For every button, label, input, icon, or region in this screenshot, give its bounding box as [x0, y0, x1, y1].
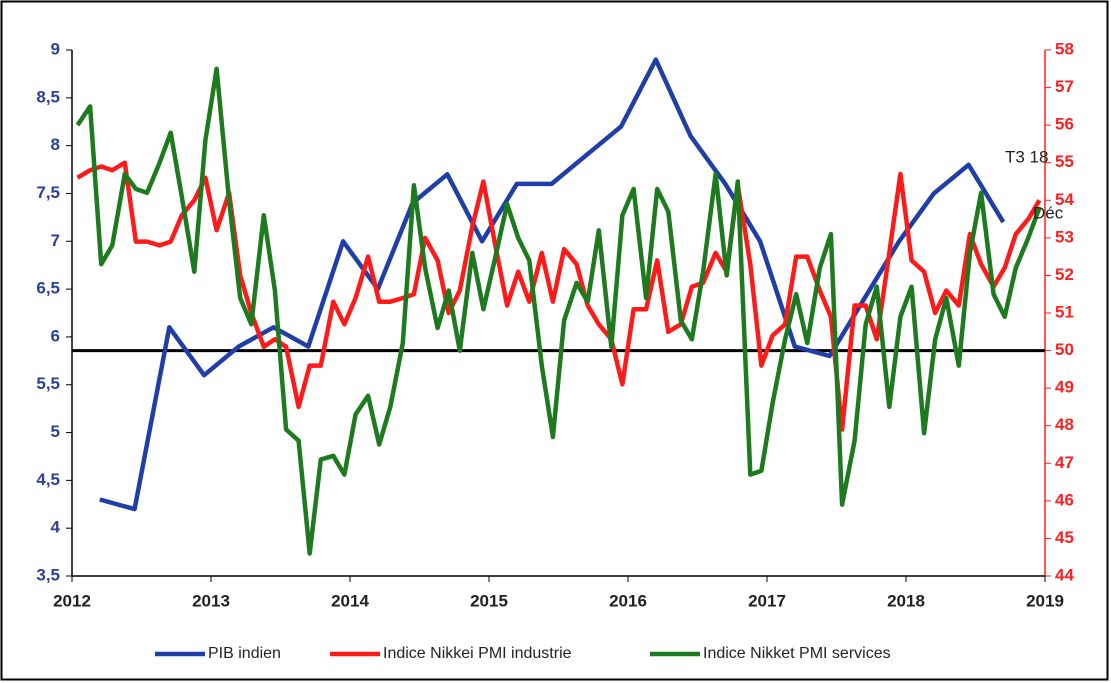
y2-tick-label: 55 [1055, 152, 1074, 171]
y-tick-label: 8 [51, 135, 60, 154]
y2-tick-label: 47 [1055, 453, 1074, 472]
y-tick-label: 8,5 [36, 87, 60, 106]
y2-tick-label: 48 [1055, 415, 1074, 434]
y2-tick-label: 50 [1055, 340, 1074, 359]
annotation: T3 18 [1005, 147, 1048, 166]
x-tick-label: 2013 [192, 591, 230, 610]
x-tick-label: 2015 [470, 591, 508, 610]
annotation: Déc [1033, 203, 1064, 222]
y-tick-label: 6,5 [36, 279, 60, 298]
x-tick-label: 2019 [1026, 591, 1064, 610]
legend-label: PIB indien [208, 645, 281, 662]
y2-tick-label: 52 [1055, 265, 1074, 284]
y-tick-label: 5 [51, 422, 60, 441]
x-tick-label: 2016 [609, 591, 647, 610]
y-tick-label: 6 [51, 326, 60, 345]
y2-tick-label: 44 [1055, 565, 1074, 584]
y2-tick-label: 56 [1055, 115, 1074, 134]
x-tick-label: 2018 [887, 591, 925, 610]
y2-tick-label: 45 [1055, 528, 1074, 547]
legend-label: Indice Nikkei PMI industrie [383, 645, 572, 662]
y2-tick-label: 49 [1055, 378, 1074, 397]
y2-tick-label: 53 [1055, 227, 1074, 246]
x-tick-label: 2012 [53, 591, 91, 610]
x-tick-label: 2017 [748, 591, 786, 610]
y-tick-label: 7,5 [36, 183, 60, 202]
y-tick-label: 7 [51, 231, 60, 250]
y2-tick-label: 54 [1055, 190, 1074, 209]
y-tick-label: 9 [51, 39, 60, 58]
y-tick-label: 3,5 [36, 565, 60, 584]
y-tick-label: 4,5 [36, 470, 60, 489]
y2-tick-label: 58 [1055, 39, 1074, 58]
legend-label: Indice Nikket PMI services [703, 645, 891, 662]
y2-tick-label: 51 [1055, 302, 1074, 321]
x-tick-label: 2014 [331, 591, 369, 610]
y2-tick-label: 57 [1055, 77, 1074, 96]
y-tick-label: 5,5 [36, 374, 60, 393]
y2-tick-label: 46 [1055, 490, 1074, 509]
y-tick-label: 4 [51, 518, 61, 537]
series-line [75, 66, 1042, 556]
